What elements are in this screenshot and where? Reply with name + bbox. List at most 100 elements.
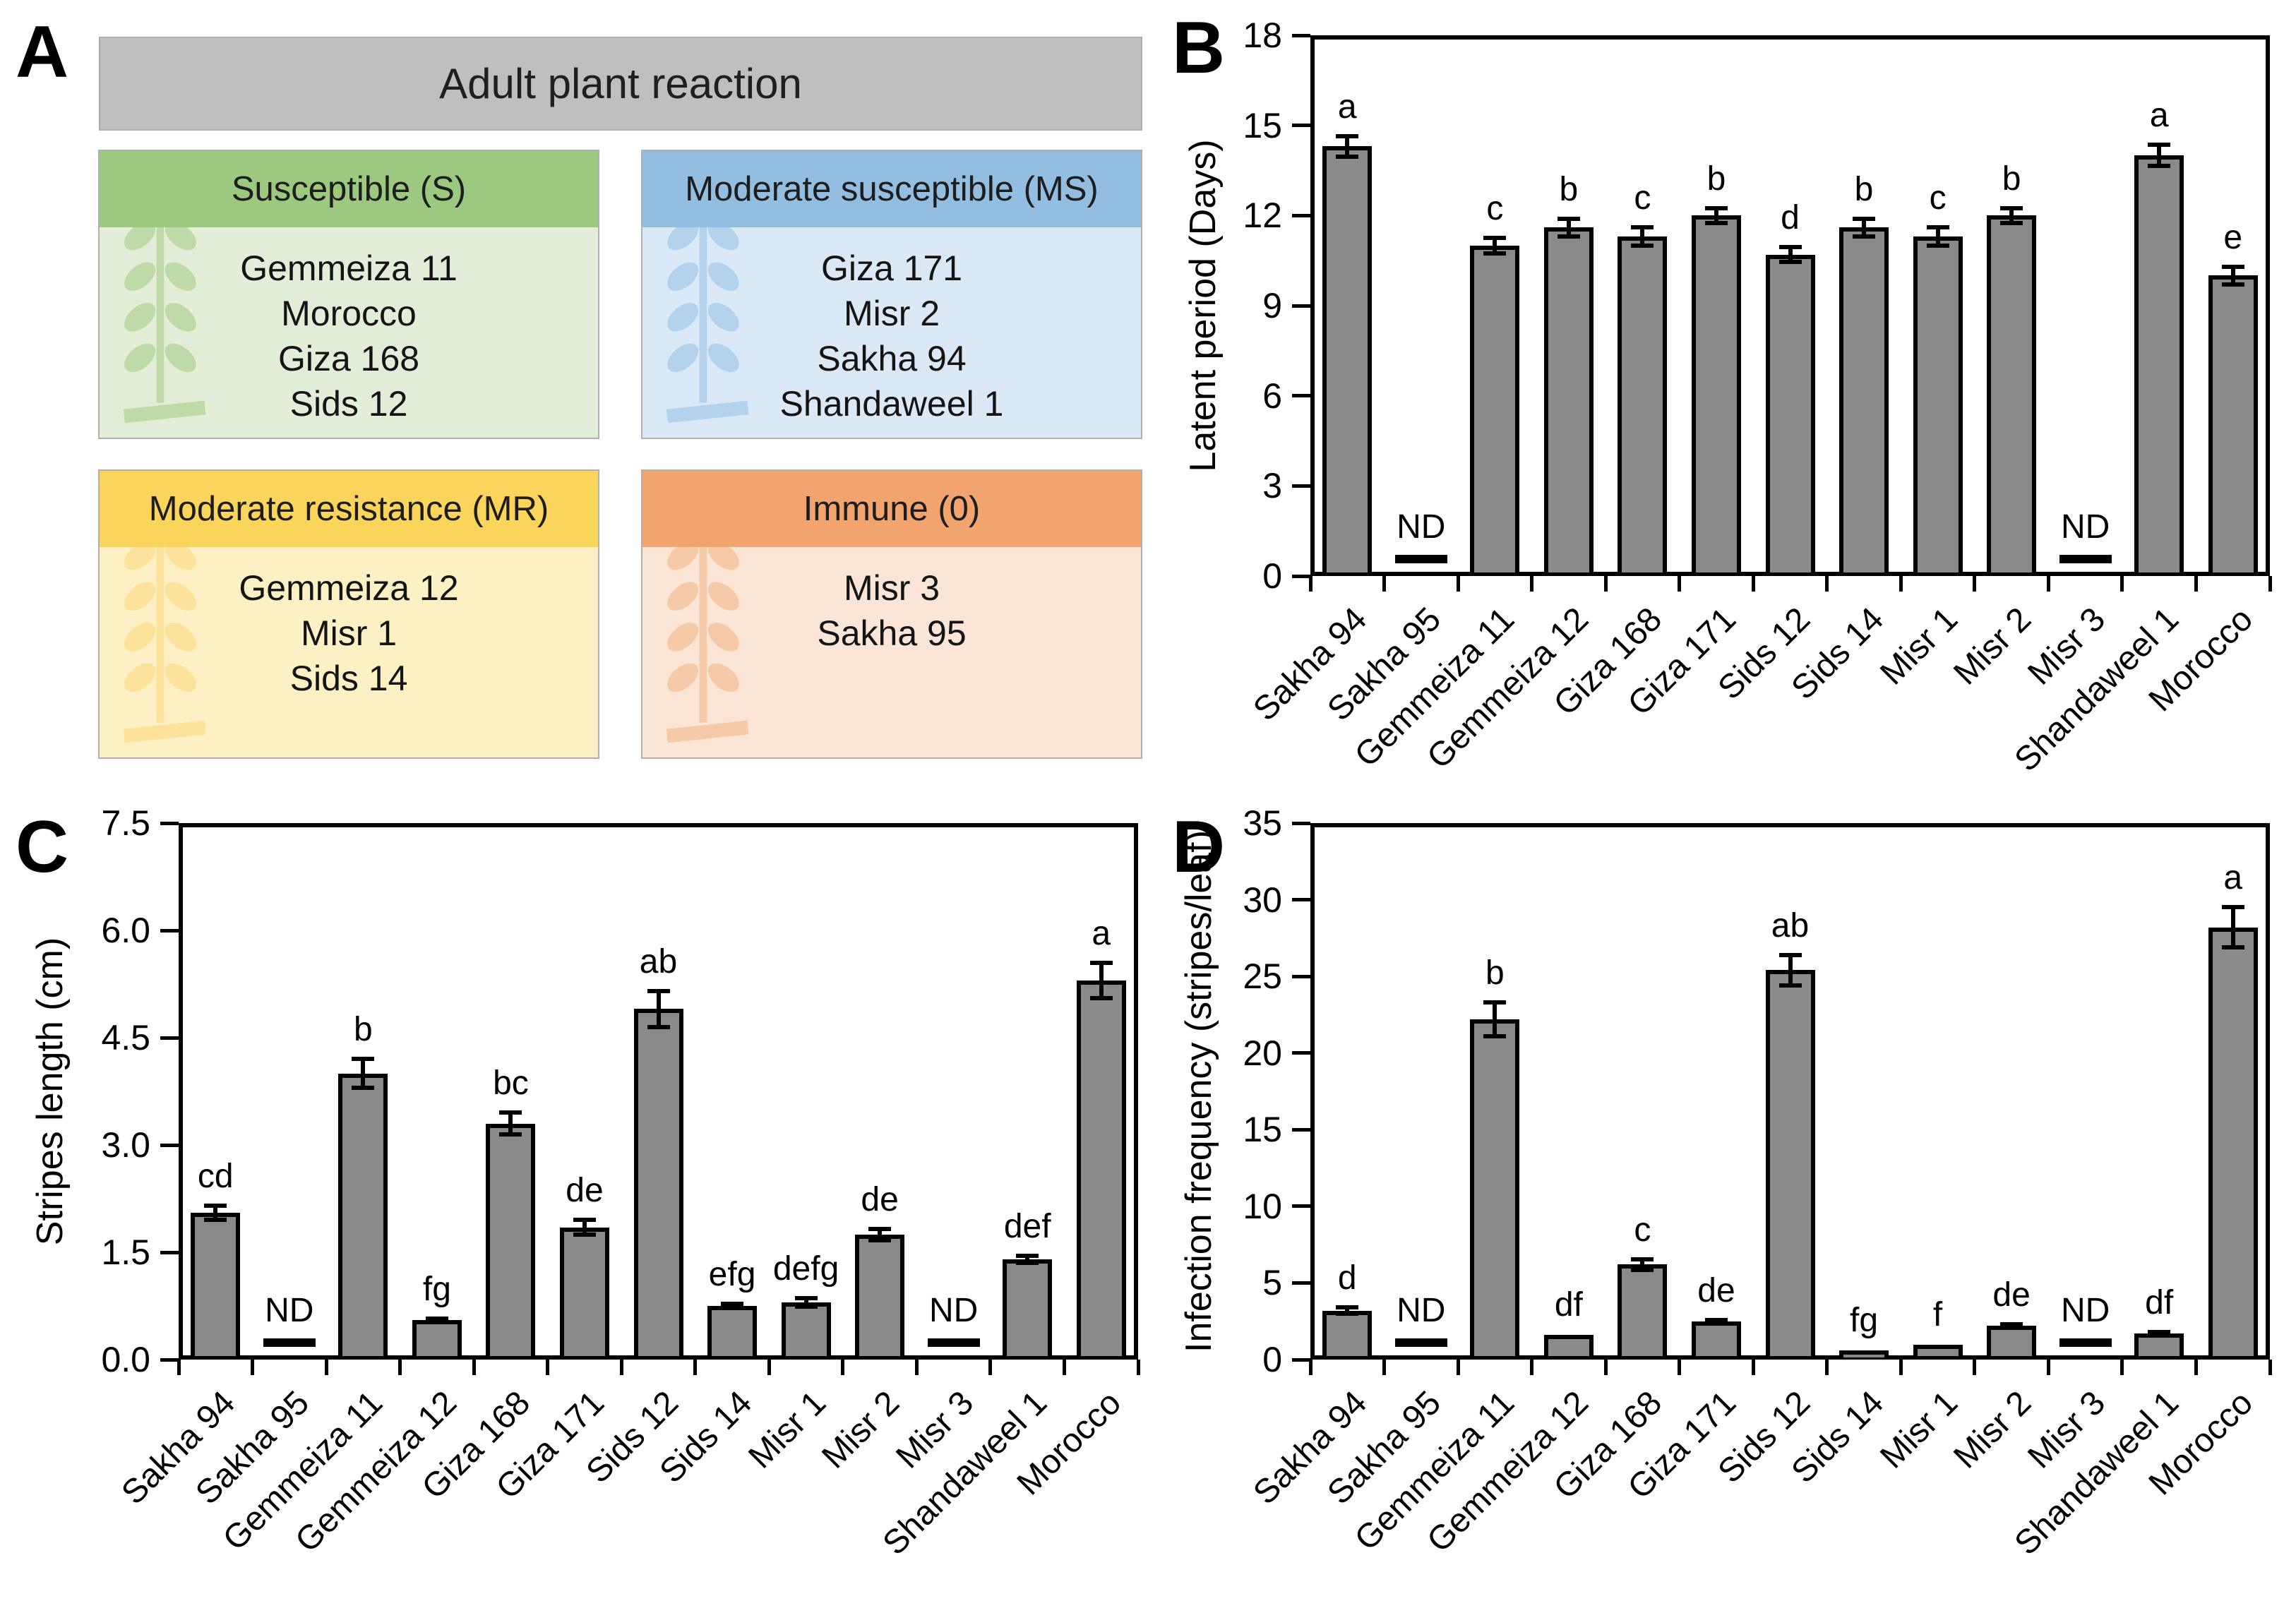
error-bar-cap-top [1704, 1317, 1728, 1322]
variety-name: Giza 171 [820, 248, 963, 288]
bar-giza-171 [1691, 1321, 1741, 1356]
bar-sids-14 [1839, 1350, 1889, 1357]
x-tick [1456, 576, 1460, 592]
y-tick-label: 15 [1243, 1110, 1282, 1150]
nd-text: ND [928, 1292, 979, 1329]
x-tick [841, 1360, 845, 1375]
y-tick-label: 5 [1262, 1263, 1282, 1303]
y-tick [160, 1143, 179, 1147]
variety-name: Shandaweel 1 [779, 384, 1004, 424]
error-bar-line [1714, 208, 1718, 223]
nd-marker [927, 1338, 980, 1347]
bar-sids-12 [633, 1009, 683, 1356]
error-bar-cap-top [1853, 216, 1876, 221]
reaction-box-varieties-susceptible: Gemmeiza 11 Morocco Giza 168 Sids 12 [100, 227, 598, 438]
nd-marker [1394, 1338, 1447, 1347]
error-bar-cap-bottom [1336, 155, 1359, 160]
error-bar-cap-top [1631, 225, 1654, 230]
significance-letter: ab [639, 943, 678, 981]
x-tick [914, 1360, 919, 1375]
y-tick-label: 0.0 [101, 1340, 150, 1379]
nd-text: ND [265, 1292, 314, 1329]
nd-marker [2059, 1338, 2112, 1347]
error-bar-cap-top [2148, 143, 2171, 148]
significance-letter: d [1781, 199, 1800, 237]
error-bar-cap-top [1016, 1254, 1039, 1259]
error-bar-line [1640, 227, 1645, 246]
bar-giza-168 [1618, 236, 1668, 572]
error-bar-cap-bottom [794, 1305, 818, 1309]
x-tick [1603, 1360, 1608, 1375]
significance-letter: c [1486, 190, 1504, 228]
bar-misr-2 [1987, 1326, 2037, 1356]
y-tick-label: 35 [1243, 803, 1282, 843]
bar-sakha-94 [191, 1213, 241, 1356]
panel-b-plot-area [1310, 35, 2270, 576]
y-axis-title: Stripes length (cm) [30, 937, 71, 1246]
reaction-box-title-moderate-susceptible: Moderate susceptible (MS) [642, 151, 1141, 227]
nd-text: ND [1397, 508, 1446, 546]
significance-letter: b [353, 1011, 373, 1049]
bar-giza-171 [559, 1227, 609, 1356]
y-tick-label: 12 [1243, 196, 1282, 236]
x-tick [1899, 1360, 1903, 1375]
y-tick-label: 25 [1243, 957, 1282, 997]
x-tick [1062, 1360, 1066, 1375]
x-tick [767, 1360, 771, 1375]
x-tick [1603, 576, 1608, 592]
error-bar-line [1862, 218, 1867, 237]
reaction-box-varieties-moderate-resistance: Gemmeiza 12 Misr 1 Sids 14 [100, 547, 598, 757]
y-tick-label: 6.0 [101, 911, 150, 950]
error-bar-cap-bottom [647, 1024, 670, 1029]
x-tick [1973, 1360, 1977, 1375]
x-tick [324, 1360, 328, 1375]
error-bar-cap-top [647, 989, 670, 994]
bar-gemmeiza-12 [412, 1320, 462, 1356]
error-bar-cap-bottom [1336, 1311, 1359, 1316]
variety-name: Morocco [281, 294, 417, 333]
error-bar-line [508, 1113, 513, 1134]
y-axis-title: Infection frequency (stripes/leaf) [1178, 830, 1219, 1353]
panel-d-plot-area [1310, 823, 2270, 1360]
x-tick [1308, 1360, 1313, 1375]
error-bar-line [1788, 247, 1793, 263]
bar-misr-1 [1913, 236, 1963, 572]
error-bar-line [1493, 1002, 1497, 1036]
x-tick [2120, 1360, 2124, 1375]
error-bar-cap-bottom [1557, 234, 1580, 239]
error-bar-line [1345, 136, 1350, 157]
x-tick [2046, 1360, 2050, 1375]
error-bar-cap-bottom [721, 1306, 744, 1311]
error-bar-cap-top [1336, 133, 1359, 138]
variety-name: Misr 2 [843, 294, 940, 333]
reaction-box-title-immune: Immune (0) [642, 471, 1141, 547]
significance-letter: cd [197, 1158, 234, 1196]
nd-text: ND [1397, 1292, 1446, 1329]
error-bar-line [803, 1297, 808, 1307]
significance-letter: b [2002, 160, 2021, 198]
error-bar-line [2230, 907, 2235, 947]
significance-letter: e [2223, 218, 2243, 256]
error-bar-cap-top [1483, 236, 1507, 241]
error-bar-line [2157, 145, 2162, 167]
bar-morocco [1076, 980, 1126, 1356]
error-bar-cap-top [1483, 1000, 1507, 1005]
significance-letter: de [1697, 1271, 1735, 1309]
x-tick [2194, 1360, 2198, 1375]
significance-letter: a [1337, 88, 1357, 126]
significance-letter: de [861, 1180, 899, 1218]
y-tick [1292, 484, 1310, 488]
error-bar-cap-bottom [2148, 1333, 2171, 1338]
significance-letter: efg [708, 1255, 756, 1293]
error-bar-cap-bottom [868, 1237, 892, 1242]
bar-giza-168 [1618, 1264, 1668, 1356]
y-tick [1292, 974, 1310, 978]
y-tick [1292, 394, 1310, 398]
y-tick [1292, 33, 1310, 37]
variety-name: Sakha 95 [817, 613, 967, 653]
x-tick [1825, 1360, 1829, 1375]
y-tick [1292, 574, 1310, 578]
panel-d-label: D [1172, 806, 1226, 888]
error-bar-cap-bottom [352, 1085, 375, 1090]
